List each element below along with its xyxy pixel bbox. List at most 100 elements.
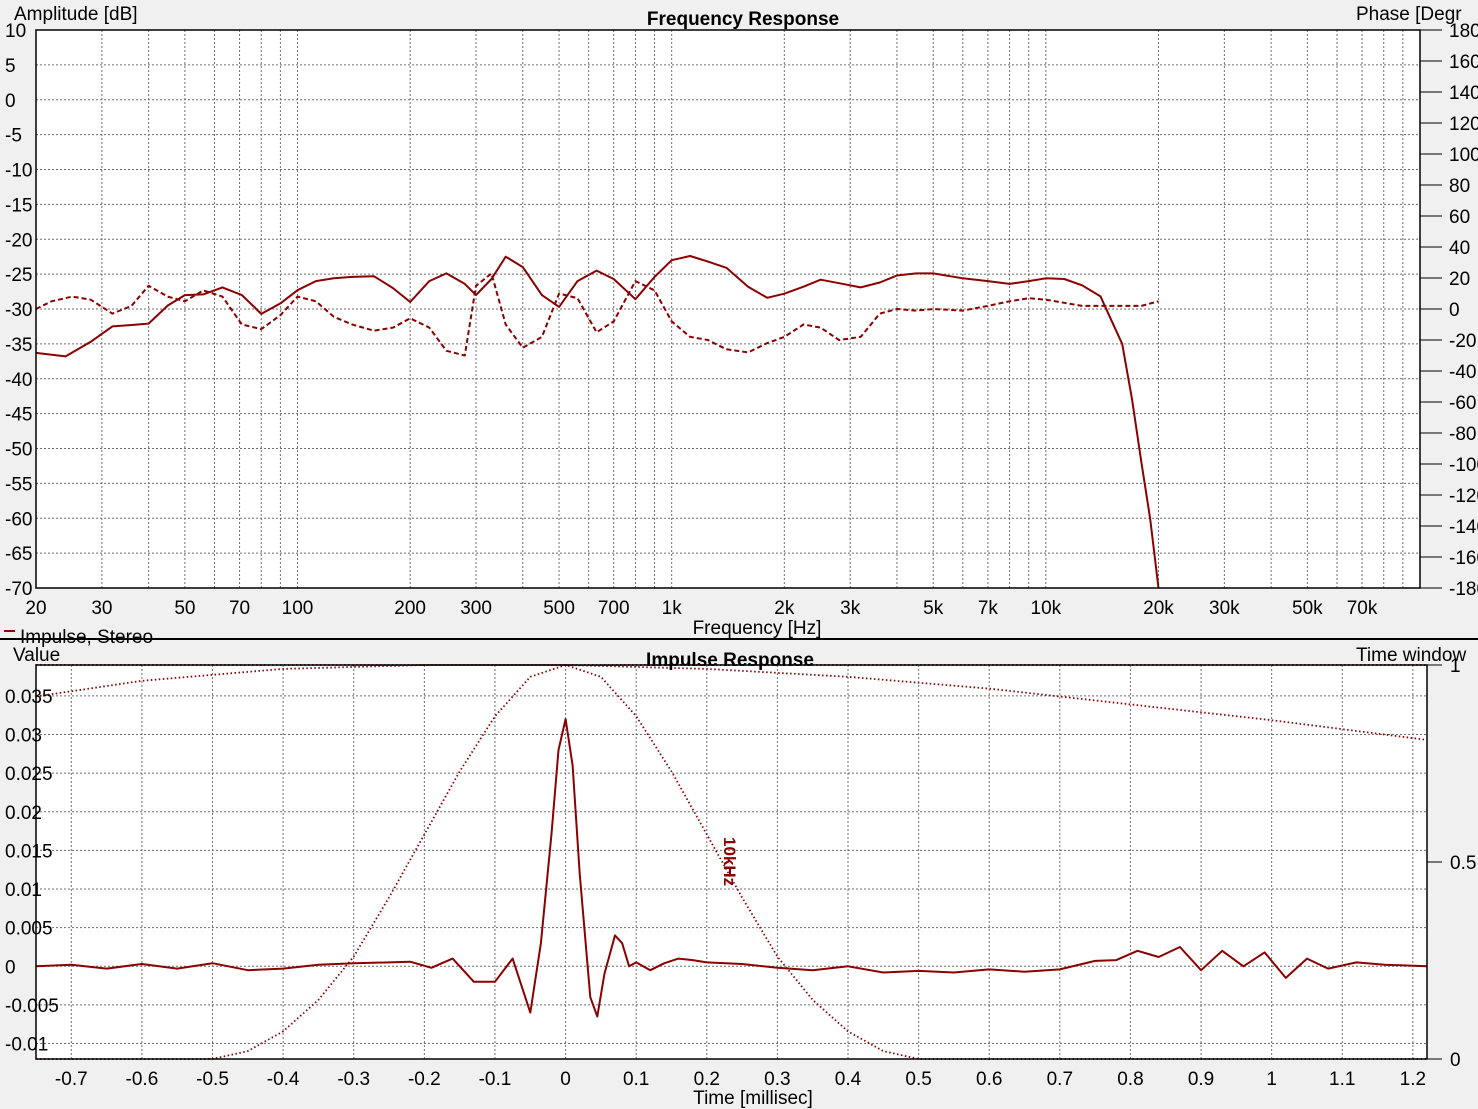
ir-window-annotation: 10kHz [720,837,739,886]
ir-x-tick-label: 0.9 [1188,1069,1214,1090]
ir-x-tick-label: 0.3 [764,1069,790,1090]
fr-x-tick-label: 1k [662,598,683,619]
fr-y-tick-label: 10 [5,21,26,42]
fr-x-tick-label: 7k [978,598,999,619]
fr-y2-tick-label: 60 [1449,207,1470,228]
fr-series-group [35,255,1160,589]
ir-x-tick-label: 0.4 [835,1069,862,1090]
ir-x-tick-label: -0.3 [337,1069,370,1090]
fr-y2-tick-labels: 180 160 140 120 100 80 60 40 20 0 -20 -40 -60 -80 -100… [1420,21,1478,600]
fr-title: Frequency Response [647,9,839,30]
ir-y-tick-label: 0.005 [5,919,53,940]
ir-x-tick-label: -0.5 [196,1069,229,1090]
fr-y-axis-label: Amplitude [dB] [14,4,138,25]
ir-title: Impulse Response [646,650,814,671]
fr-y-tick-label: -5 [5,126,22,147]
fr-y-tick-label: -30 [5,300,32,321]
ir-y-tick-labels: 0.035 0.03 0.025 0.02 0.015 0.01 0.005 0 -0.005 -… [5,687,59,1056]
fr-y-tick-label: -45 [5,405,32,426]
ir-y-tick-label: 0.03 [5,726,42,747]
fr-y2-tick-label: -60 [1449,393,1476,414]
fr-y2-tick-label: 20 [1449,269,1470,290]
fr-grid [35,29,1420,589]
ir-x-tick-label: -0.7 [55,1069,88,1090]
ir-x-tick-label: 0.8 [1117,1069,1143,1090]
fr-x-tick-label: 20k [1143,598,1174,619]
fr-y2-tick-label: 160 [1449,52,1478,73]
fr-y-tick-label: -40 [5,370,32,391]
fr-x-tick-label: 30 [91,598,112,619]
ir-y-tick-label: 0.035 [5,687,53,708]
ir-x-tick-label: 0.5 [905,1069,931,1090]
ir-y2-axis-label: Time window [1356,645,1466,666]
ir-x-tick-label: -0.2 [408,1069,441,1090]
ir-x-tick-label: 0.6 [976,1069,1002,1090]
panel-divider[interactable] [0,638,1478,640]
fr-x-tick-label: 70k [1347,598,1378,619]
ir-x-tick-label: 0.1 [623,1069,649,1090]
ir-x-axis-label: Time [millisec] [693,1088,813,1109]
fr-y2-axis-label: Phase [Degr [1356,4,1462,25]
ir-y2-tick-labels: 10.50 [1427,656,1476,1071]
impulse-response-chart: 0.035 0.03 0.025 0.02 0.015 0.01 0.005 0 -0.005 -… [5,645,1476,1109]
ir-y-tick-label: -0.005 [5,996,59,1017]
fr-x-tick-label: 2k [774,598,795,619]
fr-x-tick-label: 500 [543,598,575,619]
ir-y2-tick-label: 0 [1450,1050,1461,1071]
ir-x-tick-label: -0.6 [126,1069,159,1090]
ir-x-tick-labels: -0.7 -0.6 -0.5 -0.4 -0.3 -0.2 -0.1 0 0.1 0.2 0.3 0.… [55,1069,1426,1090]
ir-y2-tick-label: 0.5 [1450,853,1476,874]
fr-y-tick-labels: 10 5 0 -5 -10 -15 -20 -25 -30 -35 -40 -45 -50 -55 -60 -… [5,21,32,600]
fr-y2-tick-label: -120 [1449,486,1478,507]
fr-series-line-1 [35,255,1160,589]
ir-x-tick-label: 1.2 [1400,1069,1426,1090]
ir-y-tick-label: -0.01 [5,1035,48,1056]
fr-x-tick-label: 700 [598,598,630,619]
fr-y2-tick-label: 180 [1449,21,1478,42]
fr-y-tick-label: -65 [5,544,32,565]
fr-y2-tick-label: 100 [1449,145,1478,166]
fr-y2-tick-label: 80 [1449,176,1470,197]
ir-y2-tick-label: 1 [1450,656,1461,677]
frequency-response-chart: 1050-5-10-15-20-25-30-35-40-45-50-55-60-… [4,4,1478,648]
fr-y2-tick-label: -140 [1449,517,1478,538]
fr-y2-tick-label: -180 [1449,579,1478,600]
fr-y-tick-label: -70 [5,579,32,600]
fr-series-line-2 [35,272,1159,357]
fr-y-tick-label: -50 [5,440,32,461]
fr-x-tick-label: 50k [1292,598,1323,619]
fr-x-tick-label: 30k [1209,598,1240,619]
fr-x-tick-label: 50 [174,598,195,619]
fr-x-tick-label: 70 [229,598,250,619]
fr-y2-tick-label: 40 [1449,238,1470,259]
ir-x-tick-label: -0.1 [479,1069,512,1090]
ir-y-tick-label: 0.025 [5,764,53,785]
fr-y2-tick-label: 140 [1449,83,1478,104]
ir-x-tick-label: 1.1 [1329,1069,1355,1090]
ir-x-tick-label: 0.2 [694,1069,720,1090]
fr-y2-tick-label: -100 [1449,455,1478,476]
fr-y-tick-label: -55 [5,474,32,495]
fr-y-tick-label: 0 [5,91,16,112]
ir-x-tick-label: 0 [560,1069,571,1090]
fr-y-tick-label: -35 [5,335,32,356]
ir-series-line-3 [35,664,1428,741]
fr-y-tick-label: 5 [5,56,16,77]
ir-series-line-1 [35,718,1428,1018]
fr-y2-tick-label: 0 [1449,300,1460,321]
fr-y2-tick-label: -40 [1449,362,1476,383]
fr-x-tick-label: 300 [460,598,492,619]
fr-x-tick-label: 5k [923,598,944,619]
fr-y2-tick-label: -20 [1449,331,1476,352]
fr-y2-tick-label: -80 [1449,424,1476,445]
fr-x-tick-label: 200 [394,598,426,619]
fr-x-tick-labels: 20 30 50 70 100 200 300 500 700 1k 2k 3k 5k 7k 10k 20k 3… [25,598,1377,619]
fr-x-tick-label: 3k [840,598,861,619]
legend-label[interactable]: Impulse, Stereo [20,627,153,648]
fr-x-tick-label: 10k [1031,598,1062,619]
fr-x-axis-label: Frequency [Hz] [693,618,822,639]
ir-y-tick-label: 0.01 [5,880,42,901]
ir-x-tick-label: 1 [1266,1069,1277,1090]
fr-y2-tick-label: 120 [1449,114,1478,135]
